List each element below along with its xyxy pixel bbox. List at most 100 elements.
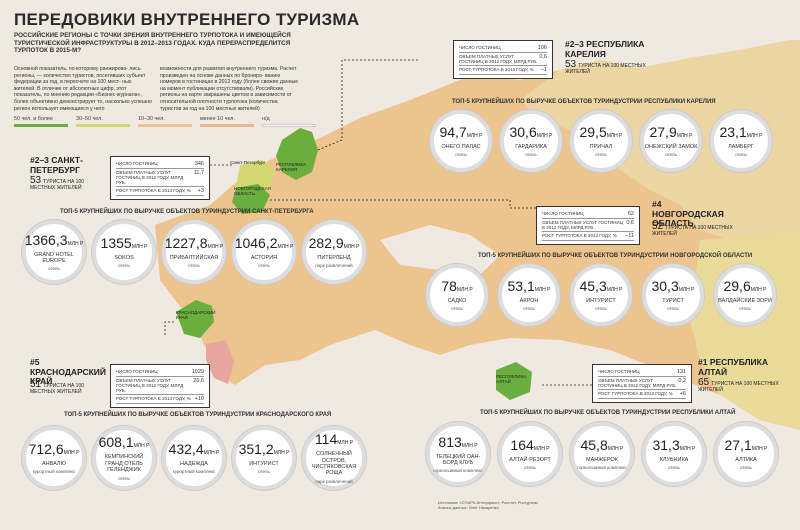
legend-label-5: н/д <box>262 116 270 122</box>
stat-label: РОСТ ТУРПОТОКА В 2013 ГОДУ, % <box>542 233 617 238</box>
legend-label-1: 50 чел. и более <box>14 116 53 122</box>
object-name: АЛТАЙ-РЕЗОРТ <box>509 456 551 463</box>
rank-karelia: #2–3 РЕСПУБЛИКА КАРЕЛИЯ <box>565 39 645 59</box>
stat-row: ЧИСЛО ГОСТИНИЦ 1029 <box>116 368 204 377</box>
tourists-value: 65 <box>698 377 710 388</box>
revenue-circle-altai: 164МЛН Р АЛТАЙ-РЕЗОРТ отель <box>498 422 562 486</box>
map-label-novgorod: НОВГОРОДСКАЯ ОБЛАСТЬ <box>234 186 271 196</box>
object-type: отель <box>48 266 60 272</box>
object-name: АЛТИКА <box>735 456 757 463</box>
sources-footer: Источники: «СПАРК-Интерфакс», Росстат, Р… <box>438 500 538 510</box>
revenue-circle-krasnodar: 351,2МЛН Р ИНТУРИСТ отель <box>232 426 296 490</box>
revenue-value: 813МЛН Р <box>438 433 478 450</box>
object-name: МАНЖЕРОК <box>586 456 618 463</box>
legend-swatch-1 <box>14 124 68 127</box>
stat-value: 20,6 <box>193 378 204 384</box>
tourists-label: ТУРИСТА НА 100 МЕСТНЫХ ЖИТЕЛЕЙ <box>652 225 733 237</box>
revenue-circle-krasnodar: 432,4МЛН Р НАДЕЖДА курортный комплекс <box>162 426 226 490</box>
connector-krasnodar <box>164 321 176 335</box>
revenue-value: 282,9МЛН Р <box>308 234 360 251</box>
object-type: отель <box>668 465 680 471</box>
revenue-circle-karelia: 30,6МЛН Р ГАРДАРИКА отель <box>500 110 562 172</box>
revenue-value: 432,4МЛН Р <box>168 440 220 457</box>
stat-row: ЧИСЛО ГОСТИНИЦ 106 <box>459 44 547 53</box>
tourists-label: ТУРИСТА НА 100 МЕСТНЫХ ЖИТЕЛЕЙ <box>30 179 85 191</box>
stat-label: ЧИСЛО ГОСТИНИЦ <box>459 45 501 50</box>
stat-label: РОСТ ТУРПОТОКА В 2013 ГОДУ, % <box>459 67 534 72</box>
object-type: курортный комплекс <box>32 469 76 475</box>
stat-value: −11 <box>625 233 634 239</box>
tourists-value: 53 <box>565 59 577 70</box>
stat-row: ОБЪЕМ ПЛАТНЫХ УСЛУГ ГОСТИНИЦ В 2012 ГОДУ… <box>116 169 204 187</box>
revenue-value: 1046,2МЛН Р <box>234 234 294 251</box>
object-type: отель <box>451 306 463 312</box>
tourists-label: ТУРИСТА НА 100 МЕСТНЫХ ЖИТЕЛЕЙ <box>565 63 646 75</box>
stat-label: ОБЪЕМ ПЛАТНЫХ УСЛУГ ГОСТИНИЦ В 2012 ГОДУ… <box>542 220 623 230</box>
object-name: ПИТЕРЛЕНД <box>317 254 351 261</box>
revenue-value: 45,3МЛН Р <box>579 277 623 294</box>
revenue-circle-altai: 27,1МЛН Р АЛТИКА отель <box>714 422 778 486</box>
revenue-circle-spb: 1366,3МЛН Р GRAND HOTEL EUROPE отель <box>22 220 86 284</box>
object-name: НАДЕЖДА <box>180 460 208 467</box>
rank-novgorod: #4 НОВГОРОДСКАЯ ОБЛАСТЬ <box>652 199 724 228</box>
object-type: парк развлечений <box>315 478 353 484</box>
revenue-value: 608,1МЛН Р <box>98 434 150 451</box>
stat-label: ОБЪЕМ ПЛАТНЫХ УСЛУГ ГОСТИНИЦ В 2012 ГОДУ… <box>116 170 184 185</box>
novgorod-shape <box>232 184 270 214</box>
legend-swatch-3 <box>138 124 192 127</box>
revenue-circle-karelia: 29,5МЛН Р ПРИЧАЛ отель <box>570 110 632 172</box>
stats-krasnodar: ЧИСЛО ГОСТИНИЦ 1029 ОБЪЕМ ПЛАТНЫХ УСЛУГ Г… <box>110 364 210 408</box>
revenue-value: 53,1МЛН Р <box>507 277 551 294</box>
object-type: отель <box>740 465 752 471</box>
revenue-value: 1355МЛН Р <box>100 234 148 251</box>
page-title: ПЕРЕДОВИКИ ВНУТРЕННЕГО ТУРИЗМА <box>14 10 360 29</box>
stat-label: РОСТ ТУРПОТОКА В 2013 ГОДУ, % <box>116 396 191 401</box>
revenue-circle-spb: 282,9МЛН Р ПИТЕРЛЕНД парк развлечений <box>302 220 366 284</box>
object-name: АНВАЛЮ <box>41 460 67 467</box>
map-label-altai: РЕСПУБЛИКА АЛТАЙ <box>496 374 527 384</box>
revenue-circle-altai: 45,8МЛН Р МАНЖЕРОК горнолыжный комплекс <box>570 422 634 486</box>
stat-row: ЧИСЛО ГОСТИНИЦ 62 <box>542 210 634 219</box>
revenue-circle-karelia: 94,7МЛН Р ОНЕГО ПАЛАС отель <box>430 110 492 172</box>
section-header-altai: ТОП-5 КРУПНЕЙШИХ ПО ВЫРУЧКЕ ОБЪЕКТОВ ТУР… <box>480 410 736 416</box>
revenue-value: 114МЛН Р <box>314 431 354 448</box>
object-type: отель <box>735 152 747 158</box>
object-type: горнолыжный комплекс <box>577 465 627 471</box>
southern-region <box>206 340 234 384</box>
stat-label: РОСТ ТУРПОТОКА В 2013 ГОДУ, % <box>116 188 191 193</box>
object-name: ТУРИСТ <box>662 297 684 304</box>
stat-value: 346 <box>194 161 204 167</box>
stat-label: ЧИСЛО ГОСТИНИЦ <box>116 161 158 166</box>
object-type: горнолыжный комплекс <box>433 468 483 474</box>
object-type: отель <box>258 469 270 475</box>
object-name: АКРОН <box>519 297 539 304</box>
revenue-circle-novgorod: 29,6МЛН Р ВАЛДАЙСКИЕ ЗОРИ отель <box>714 264 776 326</box>
stat-row: РОСТ ТУРПОТОКА В 2013 ГОДУ, % +3 <box>116 187 204 196</box>
stat-row: ОБЪЕМ ПЛАТНЫХ УСЛУГ ГОСТИНИЦ В 2012 ГОДУ… <box>598 377 686 390</box>
map-white-area <box>380 225 500 275</box>
revenue-circle-karelia: 27,9МЛН Р ОНЕЖСКИЙ ЗАМОК отель <box>640 110 702 172</box>
revenue-circle-krasnodar: 114МЛН Р СОЛНЕЧНЫЙ ОСТРОВ, ЧИСТЯКОВСКАЯ Р… <box>302 426 366 490</box>
stats-altai: ЧИСЛО ГОСТИНИЦ 131 ОБЪЕМ ПЛАТНЫХ УСЛУГ ГО… <box>592 364 692 403</box>
revenue-value: 1227,8МЛН Р <box>164 234 224 251</box>
revenue-circle-spb: 1046,2МЛН Р АСТОРИЯ отель <box>232 220 296 284</box>
revenue-circle-spb: 1355МЛН Р SOKOS отель <box>92 220 156 284</box>
revenue-value: 30,6МЛН Р <box>509 123 553 140</box>
stat-row: РОСТ ТУРПОТОКА В 2013 ГОДУ, % +10 <box>116 395 204 404</box>
stat-value: 106 <box>537 45 547 51</box>
tourists-value: 52 <box>652 221 664 232</box>
krasnodar-shape <box>176 300 214 338</box>
object-type: отель <box>118 263 130 269</box>
object-type: отель <box>118 475 130 481</box>
stat-value: 62 <box>627 211 634 217</box>
tourists-altai: 65 ТУРИСТА НА 100 МЕСТНЫХ ЖИТЕЛЕЙ <box>698 377 788 394</box>
object-type: отель <box>667 306 679 312</box>
connector-novgorod <box>268 199 536 209</box>
stat-value: 11,7 <box>193 170 204 176</box>
legend-swatch-5 <box>262 124 316 127</box>
revenue-value: 94,7МЛН Р <box>439 123 483 140</box>
stat-value: −1 <box>540 67 547 73</box>
stat-value: 0,6 <box>626 220 634 226</box>
section-header-karelia: ТОП-5 КРУПНЕЙШИХ ПО ВЫРУЧКЕ ОБЪЕКТОВ ТУР… <box>452 99 716 105</box>
object-name: КЕМПИНСКИЙ ГРАНД ОТЕЛЬ ГЕЛЕНДЖИК <box>104 454 144 474</box>
